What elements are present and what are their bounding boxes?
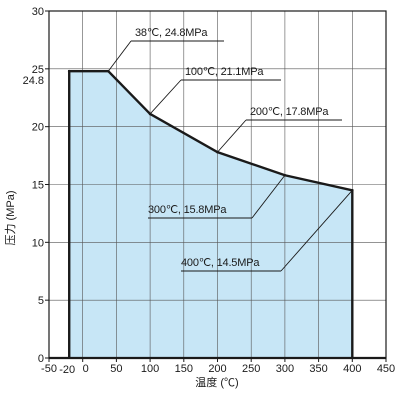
x-axis-title: 温度 (℃) — [195, 375, 238, 389]
annotation-label: 38℃, 24.8MPa — [135, 27, 208, 39]
x-tick-label: 0 — [83, 363, 89, 375]
annotation-leader-line — [217, 119, 247, 153]
y-tick-label-max-pressure: 24.8 — [23, 75, 44, 87]
x-tick-label: 300 — [276, 363, 294, 375]
y-tick-label: 0 — [38, 353, 44, 365]
y-tick-label: 10 — [32, 237, 44, 249]
y-tick-label: 25 — [32, 64, 44, 76]
annotation-leader-line — [251, 174, 286, 219]
annotation-leader-line — [149, 79, 182, 115]
x-tick-label: 450 — [377, 363, 395, 375]
annotation-label: 400℃, 14.5MPa — [181, 257, 260, 269]
operating-region-area — [69, 71, 353, 358]
x-tick-label: 200 — [208, 363, 226, 375]
y-tick-label: 5 — [38, 295, 44, 307]
y-tick-label: 15 — [32, 180, 44, 192]
x-tick-label: 150 — [175, 363, 193, 375]
annotation-label: 300℃, 15.8MPa — [148, 204, 227, 216]
annotation-label: 200℃, 17.8MPa — [250, 106, 329, 118]
y-tick-label: 30 — [32, 6, 44, 18]
y-axis-title: 压力 (MPa) — [4, 191, 17, 246]
x-tick-label: 50 — [110, 363, 122, 375]
x-tick-label: 100 — [141, 363, 159, 375]
x-tick-label: 400 — [343, 363, 361, 375]
data-point — [67, 69, 71, 73]
x-tick-label: 250 — [242, 363, 260, 375]
annotation-label: 100℃, 21.1MPa — [185, 66, 264, 78]
y-tick-label: 20 — [32, 122, 44, 134]
annotation-leader-line — [280, 189, 353, 272]
pressure-limit-line — [68, 69, 354, 358]
x-tick-label: -50 — [41, 363, 57, 375]
x-tick-label: 350 — [309, 363, 327, 375]
annotation-leader-line — [107, 40, 132, 72]
x-tick-label-min-temp: -20 — [59, 364, 75, 376]
